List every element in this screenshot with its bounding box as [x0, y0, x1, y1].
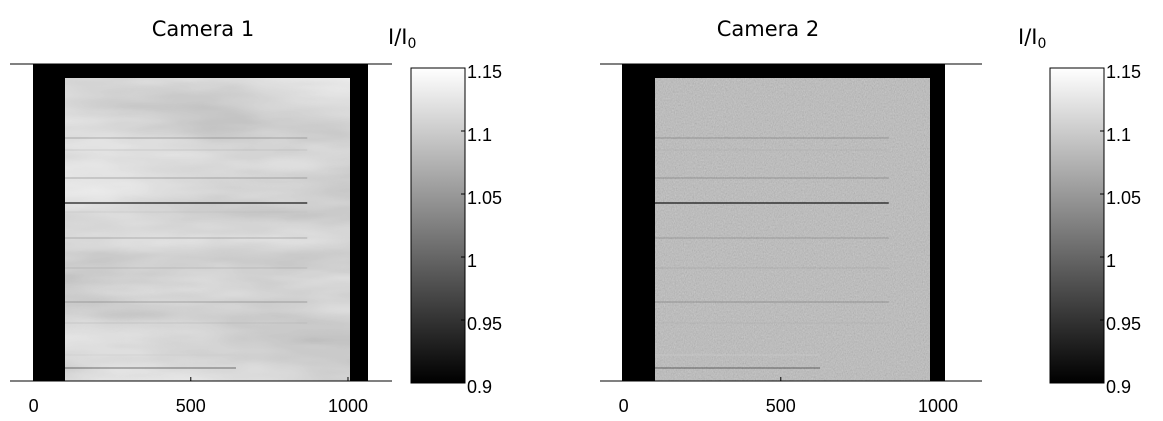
x-tick-label: 0: [29, 396, 39, 416]
x-tick-label: 0: [619, 396, 629, 416]
chart-title: Camera 2: [717, 17, 819, 41]
colorbar-tick-label: 1.1: [1106, 125, 1131, 145]
colorbar-label: I/I0: [388, 25, 416, 52]
chart-title: Camera 1: [152, 17, 254, 41]
image-field: [655, 78, 930, 381]
colorbar-tick-label: 1: [467, 251, 477, 271]
colorbar-tick-label: 1.05: [1106, 188, 1141, 208]
image-field: [65, 78, 350, 381]
x-tick-label: 500: [176, 396, 206, 416]
colorbar-tick-label: 0.95: [1106, 314, 1141, 334]
colorbar-tick-label: 0.9: [1106, 377, 1131, 397]
x-tick-label: 1000: [918, 396, 958, 416]
colorbar: [410, 67, 466, 384]
colorbar-label-main: I/I: [1018, 25, 1037, 49]
colorbar-tick-label: 1.15: [467, 62, 502, 82]
colorbar-tick-label: 1.05: [467, 188, 502, 208]
colorbar-label-sub: 0: [1037, 36, 1046, 52]
x-tick-label: 500: [766, 396, 796, 416]
colorbar-tick-label: 1: [1106, 251, 1116, 271]
colorbar-tick-label: 0.95: [467, 314, 502, 334]
x-tick-label: 1000: [328, 396, 368, 416]
colorbar-tick-label: 1.1: [467, 125, 492, 145]
colorbar-tick-label: 1.15: [1106, 62, 1141, 82]
colorbar-label-sub: 0: [407, 36, 416, 52]
colorbar-tick-label: 0.9: [467, 377, 492, 397]
colorbar-label-main: I/I: [388, 25, 407, 49]
colorbar-label: I/I0: [1018, 25, 1046, 52]
colorbar: [1049, 67, 1105, 384]
